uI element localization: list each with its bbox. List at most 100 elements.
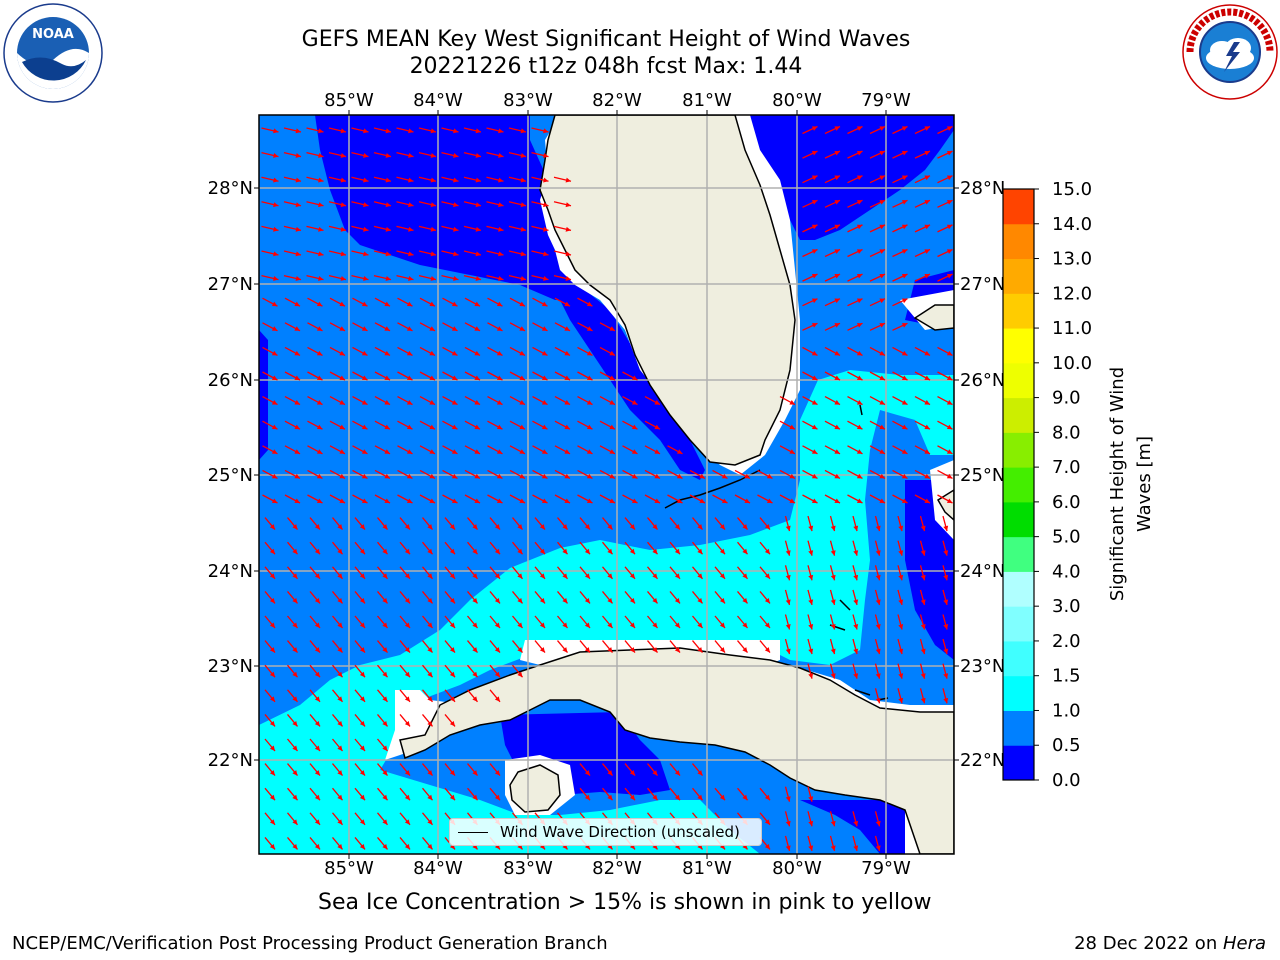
wind-wave-arrow — [442, 297, 458, 307]
wind-wave-arrow — [534, 566, 546, 580]
wind-wave-arrow — [487, 445, 503, 455]
wind-wave-arrow — [714, 566, 726, 580]
wind-wave-arrow — [737, 590, 748, 604]
wind-wave-arrow — [824, 175, 841, 184]
wind-wave-arrow — [802, 224, 818, 233]
wind-wave-arrow — [284, 322, 301, 332]
wind-wave-arrow — [847, 494, 863, 504]
wind-wave-arrow — [554, 346, 571, 356]
wind-wave-arrow — [354, 812, 366, 826]
nws-logo-icon — [1182, 4, 1278, 100]
wind-wave-arrow — [508, 225, 527, 232]
ocean-field-low — [800, 800, 925, 854]
wind-wave-arrow — [829, 614, 836, 630]
wind-wave-arrow — [914, 396, 931, 406]
wind-wave-arrow — [829, 811, 836, 827]
wind-wave-arrow — [874, 540, 881, 556]
wind-wave-arrow — [579, 566, 591, 580]
wind-wave-arrow — [486, 201, 504, 208]
wind-wave-arrow — [441, 274, 459, 281]
ocean-field-low — [259, 330, 268, 460]
wind-wave-arrow — [509, 469, 526, 479]
wind-wave-arrow — [508, 201, 527, 208]
lon-label-bottom: 79°W — [861, 858, 911, 879]
wind-wave-arrow — [779, 494, 796, 504]
lat-label-left: 24°N — [208, 561, 253, 582]
wind-wave-arrow — [307, 371, 323, 381]
wind-wave-arrow — [869, 175, 886, 184]
land-florida — [539, 115, 796, 466]
wind-wave-arrow — [489, 763, 501, 777]
ocean-field-high — [259, 370, 954, 854]
wind-wave-arrow — [784, 515, 791, 532]
wind-wave-arrow — [692, 763, 703, 777]
wind-wave-arrow — [669, 640, 681, 654]
wind-wave-arrow — [264, 640, 276, 654]
wind-wave-arrow — [509, 420, 526, 430]
wind-wave-arrow — [892, 150, 908, 159]
wind-wave-arrow — [284, 469, 301, 479]
wind-wave-arrow — [534, 615, 546, 629]
colorbar-segment — [1003, 362, 1034, 399]
wind-wave-arrow — [692, 615, 703, 629]
wind-wave-arrow — [914, 150, 931, 159]
wind-wave-arrow — [306, 151, 324, 158]
noaa-logo-text: NOAA — [32, 27, 74, 42]
wind-wave-arrow — [869, 224, 886, 233]
wind-wave-arrow — [807, 589, 814, 606]
wind-wave-arrow — [914, 445, 931, 455]
wind-wave-arrow — [647, 640, 658, 654]
wind-wave-arrow — [354, 836, 366, 850]
wind-wave-arrow — [374, 396, 391, 406]
wind-wave-arrow — [802, 494, 818, 504]
wind-wave-arrow — [442, 494, 458, 504]
wind-wave-arrow — [309, 517, 321, 531]
lon-label-bottom: 81°W — [682, 858, 732, 879]
wind-wave-arrow — [354, 664, 366, 678]
wind-wave-arrow — [647, 787, 658, 801]
wind-wave-arrow — [354, 541, 366, 555]
wind-wave-arrow — [532, 371, 548, 381]
wind-wave-arrow — [557, 615, 568, 629]
wind-wave-arrow — [759, 590, 771, 604]
wind-wave-arrow — [599, 322, 616, 332]
wind-wave-arrow — [351, 151, 369, 158]
wind-wave-arrow — [914, 175, 931, 184]
wind-wave-arrow — [557, 517, 568, 531]
wind-wave-arrow — [377, 836, 388, 850]
wind-wave-arrow — [779, 396, 796, 406]
wind-wave-arrow — [579, 640, 591, 654]
wind-wave-arrow — [807, 614, 814, 630]
wind-wave-arrow — [489, 566, 501, 580]
wind-wave-arrow — [397, 494, 413, 504]
lat-label-left: 25°N — [208, 465, 253, 486]
wind-wave-arrow — [329, 420, 346, 430]
colorbar-tick-label: 11.0 — [1052, 318, 1092, 339]
wind-wave-arrow — [914, 273, 931, 282]
wind-wave-arrow — [264, 590, 276, 604]
wind-wave-arrow — [396, 274, 414, 281]
wind-wave-arrow — [579, 787, 591, 801]
wind-wave-arrow — [374, 494, 391, 504]
wind-wave-arrow — [374, 322, 391, 332]
wind-wave-arrow — [487, 396, 503, 406]
wind-wave-arrow — [422, 763, 433, 777]
wind-wave-arrow — [444, 787, 456, 801]
wind-wave-arrow — [487, 346, 503, 356]
wind-wave-arrow — [892, 224, 908, 233]
wind-wave-arrow — [329, 346, 346, 356]
wind-wave-arrow — [602, 590, 613, 604]
wind-wave-arrow — [937, 273, 953, 282]
wind-wave-arrow — [373, 127, 392, 134]
wind-wave-arrow — [532, 322, 548, 332]
wind-wave-arrow — [419, 371, 436, 381]
wind-wave-arrow — [283, 151, 302, 158]
wind-wave-arrow — [354, 566, 366, 580]
wind-wave-arrow — [784, 614, 791, 630]
wind-wave-arrow — [557, 590, 568, 604]
lat-label-right: 26°N — [960, 370, 1005, 391]
wind-wave-arrow — [892, 396, 908, 406]
wind-wave-arrow — [444, 566, 456, 580]
wind-wave-arrow — [829, 835, 836, 852]
wind-wave-arrow — [332, 590, 343, 604]
